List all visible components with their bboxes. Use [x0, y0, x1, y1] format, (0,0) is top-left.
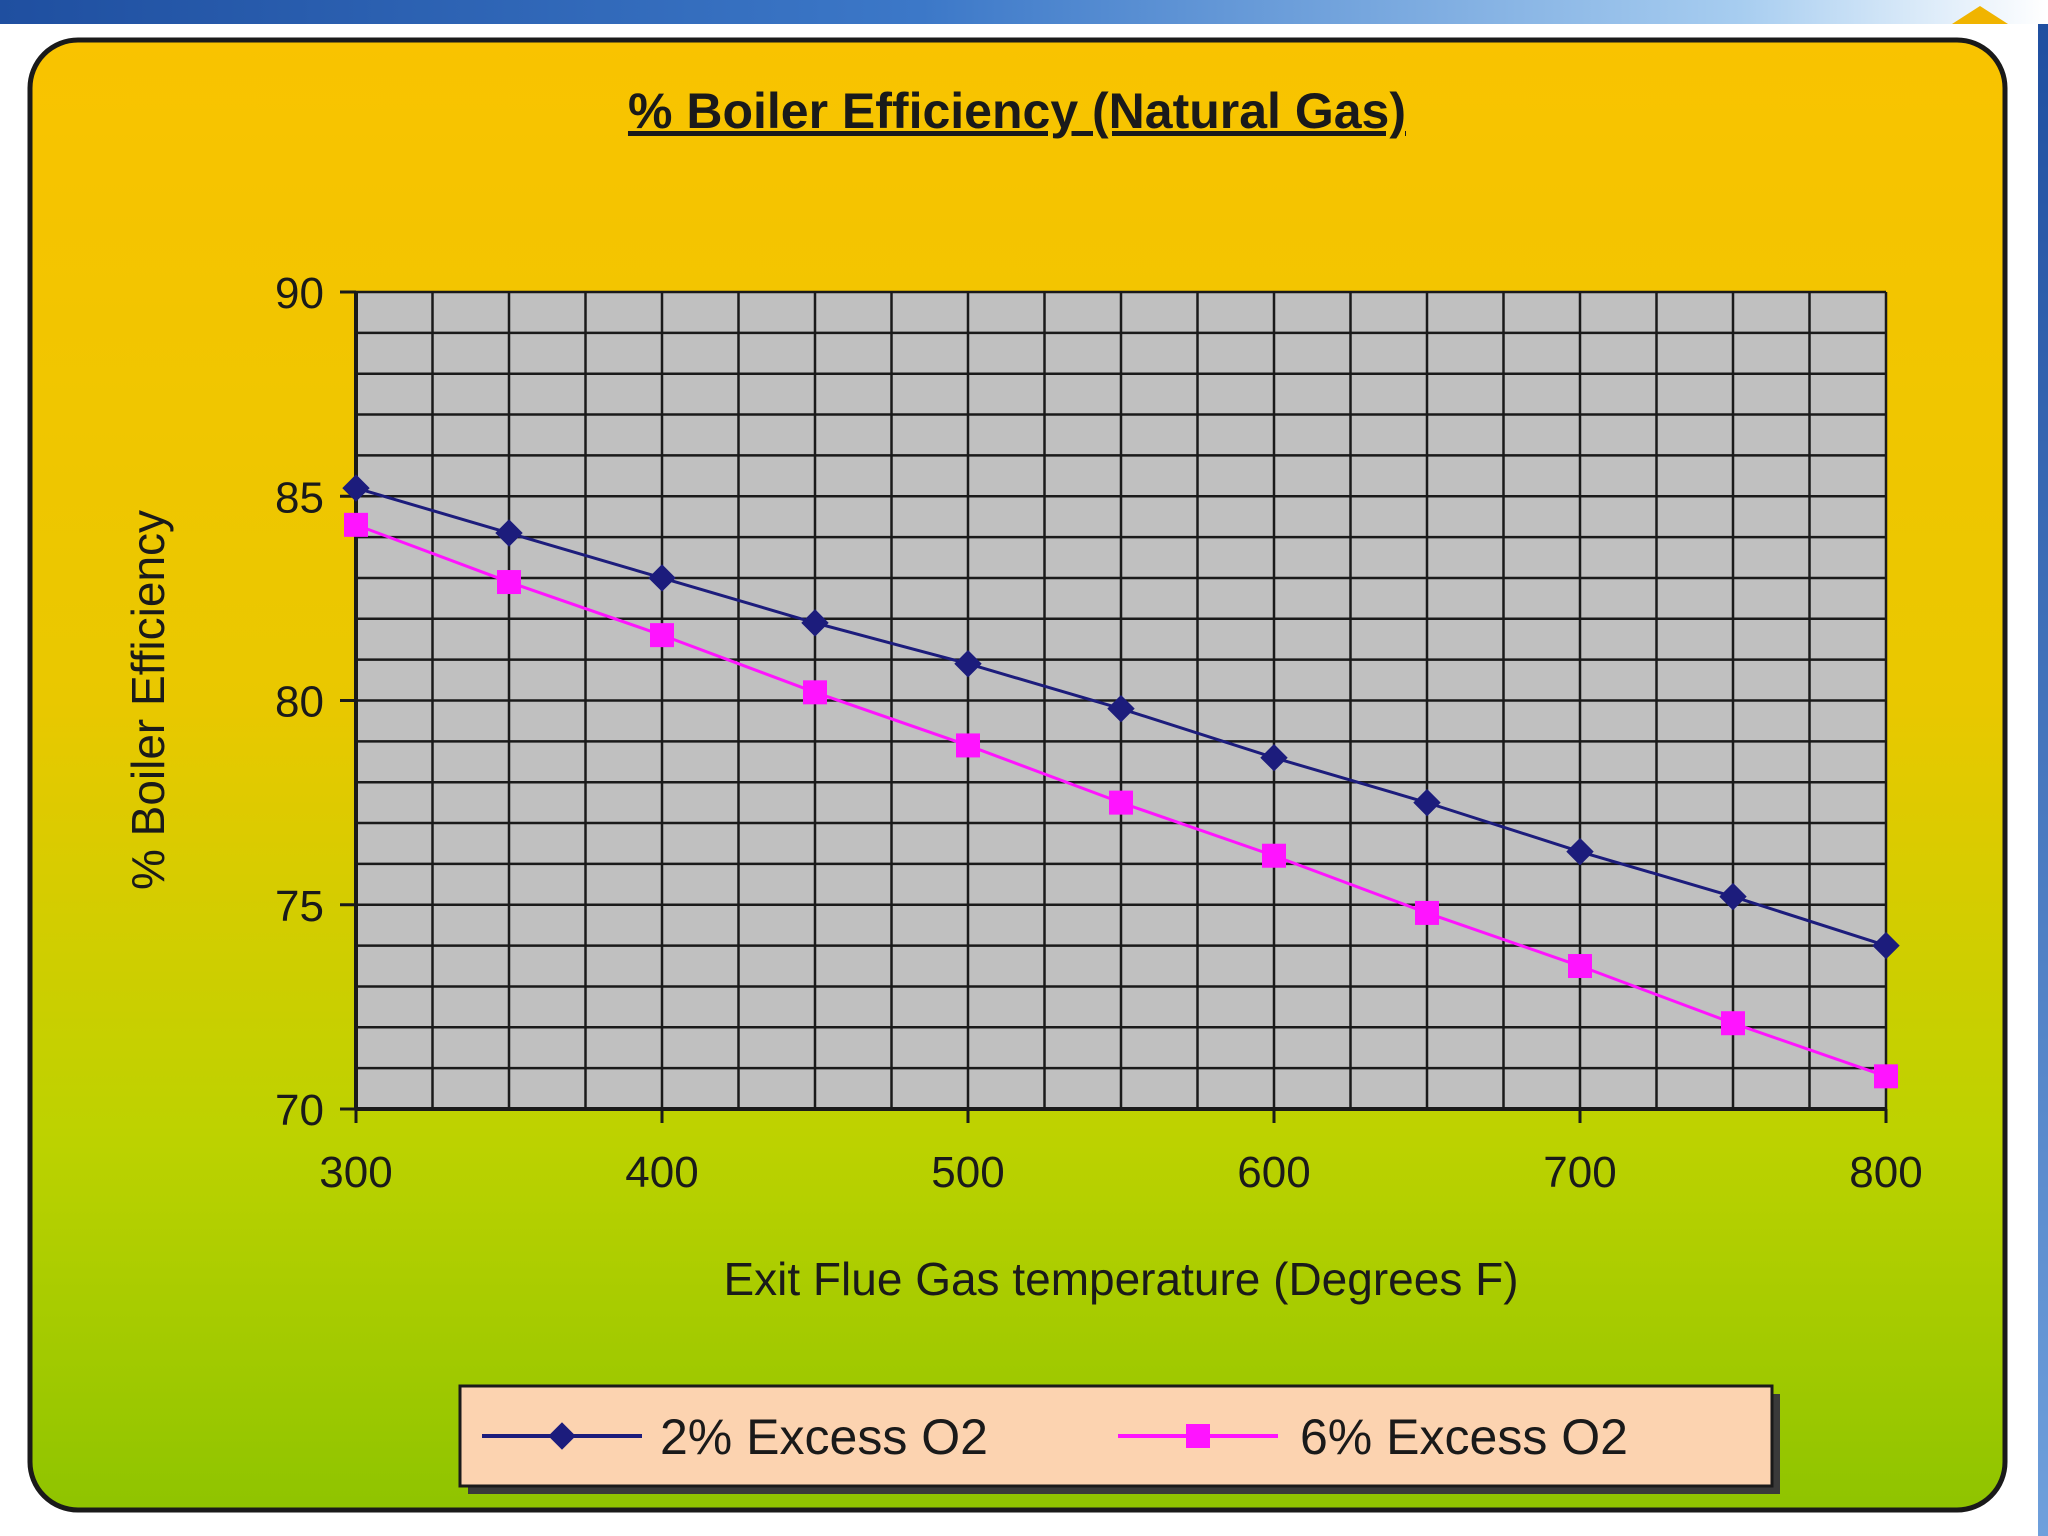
legend-marker-2	[1186, 1424, 1210, 1448]
series-2-point	[344, 512, 368, 537]
y-tick-label: 70	[275, 1086, 324, 1135]
series-1-point	[954, 650, 982, 678]
series-2-point	[1721, 1011, 1745, 1036]
series-1-point	[1413, 788, 1441, 817]
chart-title: % Boiler Efficiency (Natural Gas)	[628, 83, 1406, 139]
series-1-point	[1107, 694, 1135, 723]
series-1-point	[1566, 837, 1594, 866]
x-tick-label: 800	[1849, 1148, 1922, 1197]
series-2-point	[497, 570, 521, 595]
series-1-point	[1260, 743, 1288, 772]
axes	[340, 290, 1888, 1123]
series-2-point	[1415, 900, 1439, 925]
series-1	[342, 474, 1900, 960]
y-tick-label: 85	[275, 473, 324, 522]
y-tick-labels: 70 75 80 85 90	[275, 269, 324, 1135]
slide-edge-bar	[2038, 24, 2048, 1536]
legend-label-1: 2% Excess O2	[660, 1409, 988, 1465]
series-layer	[342, 474, 1900, 1089]
x-tick-label: 700	[1543, 1148, 1616, 1197]
series-1-point	[801, 609, 829, 637]
y-tick-label: 80	[275, 678, 324, 727]
series-2-point	[803, 680, 827, 705]
legend-box	[458, 1384, 1774, 1488]
series-2-point	[956, 733, 980, 758]
corner-arrow-icon	[1952, 6, 2008, 24]
y-tick-label: 75	[275, 882, 324, 931]
x-tick-label: 500	[931, 1148, 1004, 1197]
legend-marker-1	[548, 1422, 576, 1450]
x-tick-label: 400	[625, 1148, 698, 1197]
series-1-point	[648, 564, 676, 592]
series-1-point	[342, 474, 370, 502]
legend-label-2: 6% Excess O2	[1300, 1409, 1628, 1465]
series-2-point	[650, 623, 674, 648]
series-1-point	[1872, 931, 1900, 960]
y-tick-label: 90	[275, 269, 324, 318]
legend: 2% Excess O2 6% Excess O2	[458, 1384, 1780, 1494]
x-tick-label: 600	[1237, 1148, 1310, 1197]
series-2	[344, 512, 1898, 1089]
x-tick-label: 300	[319, 1148, 392, 1197]
slide-header-bar	[0, 0, 2048, 24]
x-tick-labels: 300 400 500 600 700 800	[319, 1148, 1922, 1197]
y-axis-title: % Boiler Efficiency	[122, 510, 174, 890]
series-2-point	[1568, 954, 1592, 979]
x-axis-title: Exit Flue Gas temperature (Degrees F)	[723, 1253, 1518, 1305]
series-1-point	[1719, 882, 1747, 911]
series-1-point	[495, 519, 523, 547]
series-2-point	[1262, 843, 1286, 868]
series-2-point	[1109, 790, 1133, 815]
series-2-point	[1874, 1064, 1898, 1089]
